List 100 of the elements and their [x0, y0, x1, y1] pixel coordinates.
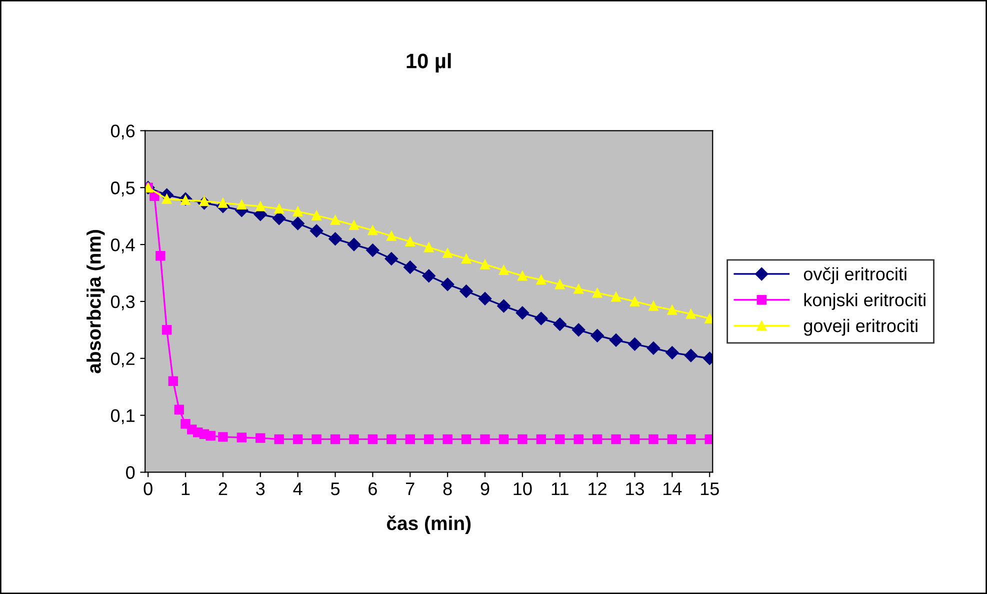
- point: [534, 312, 548, 326]
- y-tick-label: 0,4: [110, 238, 135, 254]
- point: [461, 434, 472, 444]
- point: [572, 323, 586, 337]
- point: [404, 260, 417, 274]
- point: [330, 215, 340, 225]
- point: [592, 288, 602, 298]
- legend-label: goveji eritrociti: [804, 318, 918, 336]
- x-tick-label: 8: [443, 482, 452, 496]
- point: [256, 433, 266, 443]
- point: [611, 434, 621, 444]
- point: [349, 220, 359, 230]
- x-tick-label: 5: [330, 482, 340, 496]
- point: [536, 274, 546, 285]
- point: [156, 251, 166, 261]
- point: [630, 434, 640, 444]
- point: [162, 194, 172, 204]
- point: [480, 434, 490, 444]
- point: [553, 318, 566, 331]
- point: [611, 292, 621, 302]
- point: [555, 434, 565, 444]
- x-tick-label: 6: [368, 482, 377, 496]
- point: [478, 292, 492, 306]
- point: [292, 206, 303, 216]
- x-tick-label: 12: [588, 482, 606, 496]
- point: [168, 376, 178, 386]
- point: [174, 404, 184, 414]
- point: [422, 269, 436, 282]
- point: [609, 334, 623, 347]
- point: [480, 260, 490, 270]
- point: [330, 434, 340, 444]
- point: [347, 238, 361, 252]
- point: [256, 202, 266, 212]
- point: [442, 434, 452, 444]
- x-axis-title: čas (min): [386, 515, 471, 534]
- y-tick-label: 0: [126, 466, 135, 479]
- point: [424, 434, 434, 444]
- point: [648, 301, 658, 311]
- x-tick-label: 7: [406, 482, 414, 496]
- point: [646, 342, 660, 355]
- point: [405, 434, 415, 444]
- point: [592, 434, 602, 444]
- y-tick-label: 0,3: [110, 295, 135, 310]
- point: [461, 254, 472, 264]
- x-tick-label: 11: [552, 482, 568, 496]
- x-tick-label: 15: [700, 482, 719, 496]
- x-tick-label: 0: [144, 482, 152, 496]
- point: [498, 265, 509, 276]
- point: [684, 348, 698, 362]
- point: [536, 434, 546, 444]
- x-tick-label: 2: [218, 482, 228, 496]
- point: [274, 434, 284, 444]
- point: [440, 278, 454, 291]
- x-tick-label: 9: [480, 482, 490, 496]
- y-tick-label: 0,6: [110, 124, 135, 140]
- x-tick-label: 3: [256, 482, 265, 496]
- point: [630, 296, 640, 306]
- point: [498, 434, 509, 444]
- legend-label: ovčji eritrociti: [804, 267, 906, 284]
- point: [460, 284, 473, 298]
- point: [386, 231, 396, 241]
- point: [704, 314, 713, 324]
- x-tick-label: 14: [664, 482, 682, 496]
- point: [236, 200, 247, 210]
- point: [518, 434, 528, 444]
- point: [274, 204, 284, 214]
- point: [574, 434, 584, 444]
- x-tick-label: 10: [514, 482, 532, 496]
- y-tick-label: 0,1: [110, 409, 134, 424]
- y-tick-label: 0,2: [110, 352, 134, 368]
- legend-label: konjski eritrociti: [804, 293, 926, 310]
- point: [648, 434, 658, 444]
- point: [312, 434, 322, 444]
- point: [442, 248, 452, 258]
- point: [368, 225, 378, 236]
- point: [497, 299, 510, 313]
- point: [405, 236, 415, 247]
- point: [312, 210, 322, 220]
- point: [516, 306, 530, 320]
- x-tick-label: 13: [626, 482, 644, 496]
- point: [686, 309, 696, 319]
- point: [218, 432, 228, 442]
- point: [206, 430, 216, 441]
- point: [666, 346, 679, 360]
- point: [667, 305, 678, 315]
- point: [272, 212, 286, 225]
- point: [667, 434, 678, 444]
- point: [162, 325, 172, 335]
- x-tick-label: 1: [182, 482, 190, 496]
- point: [291, 216, 304, 230]
- point: [518, 270, 528, 281]
- x-tick-label: 4: [293, 482, 302, 496]
- point: [424, 242, 434, 252]
- chart-title: 10 µl: [406, 53, 451, 73]
- point: [574, 284, 584, 294]
- point: [590, 329, 604, 342]
- point: [236, 432, 247, 442]
- y-axis-title: absorbcija (nm): [86, 230, 105, 374]
- point: [366, 244, 380, 257]
- point: [328, 232, 342, 246]
